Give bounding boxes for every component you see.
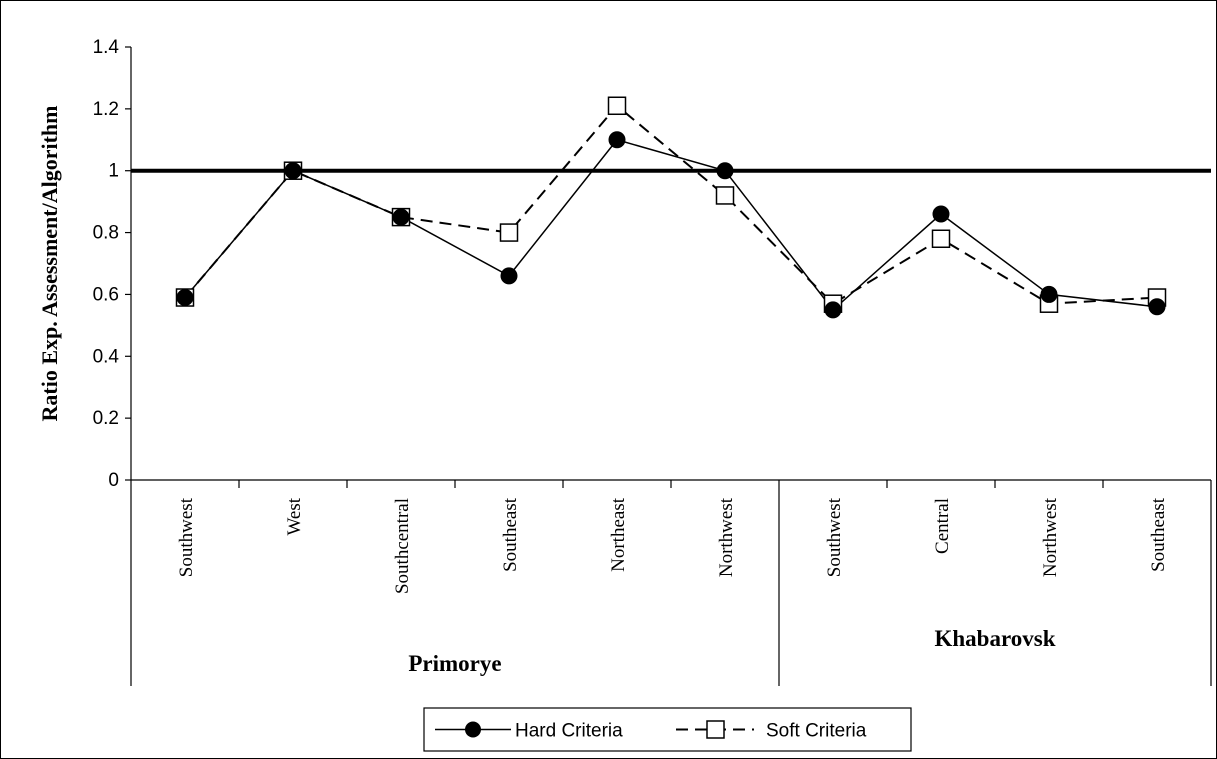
y-tick-label: 1	[108, 161, 119, 182]
legend-label-soft-criteria: Soft Criteria	[766, 721, 867, 742]
data-point-hard-criteria	[1040, 285, 1058, 303]
legend-marker-soft-criteria	[706, 720, 725, 739]
series-line-hard-criteria	[184, 138, 1158, 311]
group-label: Primorye	[408, 651, 501, 676]
axes: 0 0.2 0.4 0.6 0.8 1 1.2 1.4	[93, 37, 1212, 686]
data-point-hard-criteria	[824, 301, 842, 319]
category-label: Southwest	[176, 497, 197, 577]
data-point-hard-criteria	[716, 162, 734, 180]
category-label: Northwest	[1040, 497, 1061, 577]
series-group	[175, 96, 1167, 319]
data-point-hard-criteria	[608, 131, 626, 149]
y-tick-label: 0.6	[93, 284, 119, 305]
data-point-soft-criteria	[715, 186, 735, 205]
y-tick-label: 1.4	[93, 37, 120, 58]
legend-label-hard-criteria: Hard Criteria	[515, 721, 623, 742]
data-point-soft-criteria	[607, 96, 627, 116]
group-label: Khabarovsk	[934, 626, 1055, 651]
labels-group: Ratio Exp. Assessment/Algorithm Southwest…	[37, 106, 1169, 676]
data-point-hard-criteria	[284, 162, 302, 180]
category-label: Central	[932, 498, 953, 554]
category-label: Southeast	[500, 497, 521, 572]
y-axis-title: Ratio Exp. Assessment/Algorithm	[37, 106, 62, 422]
data-point-soft-criteria	[499, 223, 519, 242]
y-tick-label: 0.4	[93, 346, 120, 367]
category-label: Northwest	[716, 497, 737, 577]
y-tick-label: 0	[108, 470, 119, 491]
category-label: Southwest	[824, 497, 845, 577]
data-point-hard-criteria	[932, 205, 950, 223]
data-point-hard-criteria	[176, 289, 194, 307]
data-point-hard-criteria	[392, 208, 410, 226]
category-label: West	[284, 497, 305, 535]
y-tick-label: 0.2	[93, 408, 119, 429]
legend: Hard Criteria Soft Criteria	[423, 707, 912, 752]
y-tick-label: 1.2	[93, 99, 119, 120]
category-label: Northeast	[608, 497, 629, 572]
data-point-soft-criteria	[931, 229, 951, 249]
legend-marker-hard-criteria	[465, 721, 481, 738]
series-line-soft-criteria	[184, 104, 1158, 305]
data-point-hard-criteria	[1148, 298, 1166, 316]
data-point-hard-criteria	[500, 267, 518, 285]
category-label: Southcentral	[392, 498, 413, 594]
y-tick-label: 0.8	[93, 223, 119, 244]
category-label: Southeast	[1148, 497, 1169, 572]
